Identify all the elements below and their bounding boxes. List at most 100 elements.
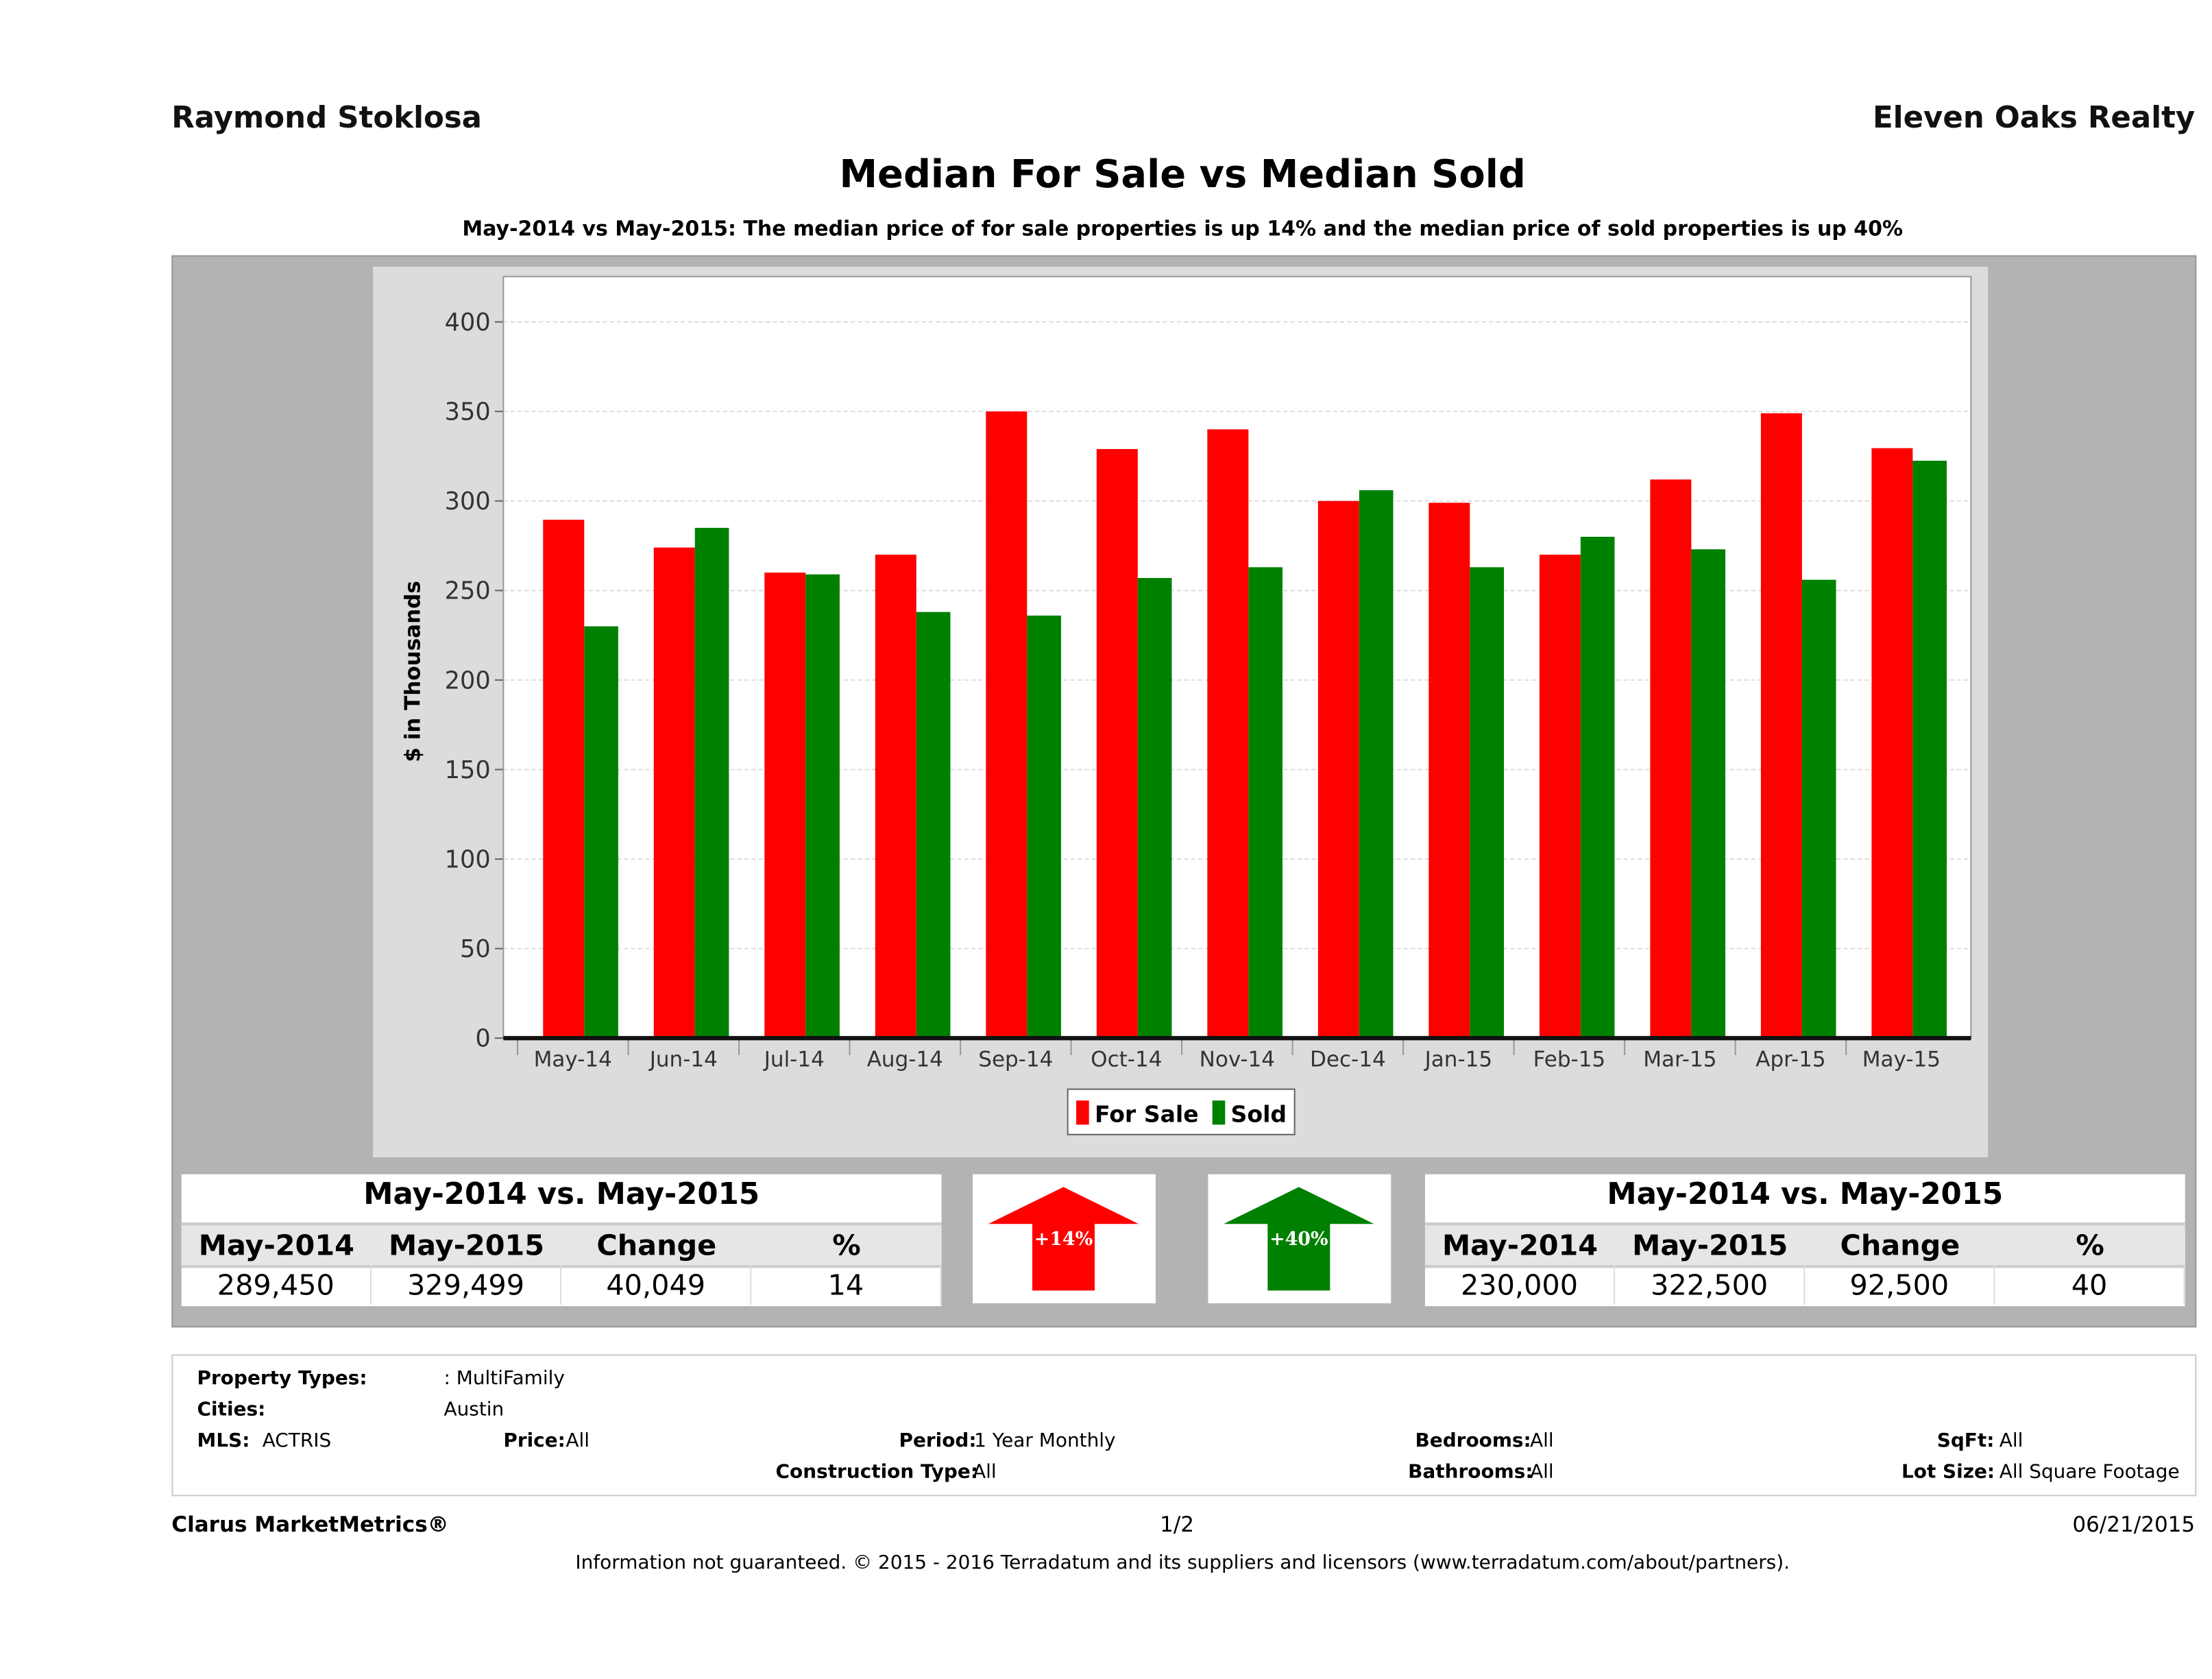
bar-sold bbox=[1248, 567, 1283, 1039]
bar-for-sale bbox=[1871, 448, 1913, 1039]
bedrooms-label: Bedrooms: bbox=[1415, 1429, 1531, 1453]
table-caption: May-2014 vs. May-2015 bbox=[363, 1176, 760, 1211]
lot-size-label: Lot Size: bbox=[1901, 1460, 1995, 1484]
x-tick-label: May-15 bbox=[1862, 1048, 1941, 1072]
bar-sold bbox=[584, 626, 618, 1039]
y-tick-label: 100 bbox=[445, 845, 491, 873]
bar-for-sale bbox=[875, 555, 916, 1039]
bar-for-sale bbox=[1317, 500, 1359, 1039]
period-value: 1 Year Monthly bbox=[974, 1429, 1116, 1453]
cities-label: Cities: bbox=[197, 1398, 266, 1421]
bar-sold bbox=[1470, 567, 1504, 1039]
bar-sold bbox=[694, 527, 729, 1039]
y-tick-label: 50 bbox=[460, 935, 491, 963]
table-cell: 329,499 bbox=[372, 1265, 562, 1305]
for-sale-change-box: +14% bbox=[973, 1174, 1156, 1304]
bar-for-sale bbox=[1096, 448, 1138, 1039]
x-tick-label: Jun-14 bbox=[648, 1048, 718, 1072]
bar-chart: 0 50 100 150 200 250 300 350 400 $ in Thousands Ma… bbox=[400, 276, 1972, 1135]
sqft-label: SqFt: bbox=[1936, 1429, 1995, 1453]
table-cell: 14 bbox=[751, 1265, 942, 1305]
bar-for-sale bbox=[986, 411, 1028, 1039]
x-tick-label: Aug-14 bbox=[867, 1048, 943, 1072]
table-header: Change bbox=[1840, 1228, 1960, 1263]
table-cell: 40,049 bbox=[561, 1265, 752, 1305]
y-tick-label: 150 bbox=[445, 756, 491, 784]
bedrooms-value: All bbox=[1530, 1429, 1554, 1453]
legend-swatch bbox=[1212, 1100, 1226, 1125]
bar-for-sale bbox=[1760, 413, 1802, 1039]
page-number: 1/2 bbox=[1160, 1512, 1195, 1538]
bar-for-sale bbox=[764, 572, 806, 1039]
y-tick-label: 200 bbox=[445, 666, 491, 694]
bar-sold bbox=[1691, 549, 1726, 1039]
x-tick-label: Nov-14 bbox=[1200, 1048, 1275, 1072]
bar-for-sale bbox=[543, 520, 585, 1039]
y-tick-label: 350 bbox=[445, 398, 491, 426]
x-tick-label: Oct-14 bbox=[1091, 1048, 1162, 1072]
report-date: 06/21/2015 bbox=[2072, 1512, 2196, 1538]
table-cell: 322,500 bbox=[1615, 1265, 1806, 1305]
y-tick-label: 400 bbox=[445, 309, 491, 337]
table-caption: May-2014 vs. May-2015 bbox=[1607, 1176, 2004, 1211]
brokerage-name: Eleven Oaks Realty bbox=[1873, 100, 2196, 135]
bar-sold bbox=[1580, 536, 1615, 1039]
chart-area: 0 50 100 150 200 250 300 350 400 $ in Thousands Ma… bbox=[373, 266, 1989, 1157]
y-tick-label: 250 bbox=[445, 577, 491, 605]
bar-sold bbox=[1137, 578, 1172, 1039]
table-header: May-2014 bbox=[1442, 1228, 1599, 1263]
x-tick-label: Mar-15 bbox=[1643, 1048, 1716, 1072]
bar-for-sale bbox=[1539, 555, 1581, 1039]
sold-change-box: +40% bbox=[1208, 1174, 1391, 1304]
arrow-up-icon: +40% bbox=[1224, 1187, 1374, 1291]
construction-value: All bbox=[973, 1460, 997, 1484]
x-tick-label: Sep-14 bbox=[978, 1048, 1053, 1072]
table-cell: 92,500 bbox=[1805, 1265, 1995, 1305]
legend bbox=[1067, 1088, 1296, 1135]
sold-table: May-2014 vs. May-2015 May-2014 May-2015 … bbox=[1424, 1174, 2185, 1307]
mls-label: MLS: bbox=[197, 1429, 250, 1453]
price-label: Price: bbox=[503, 1429, 566, 1453]
chart-subtitle: May-2014 vs May-2015: The median price o… bbox=[462, 218, 1904, 241]
legend-swatch bbox=[1076, 1100, 1089, 1125]
x-tick-label: Jul-14 bbox=[763, 1048, 825, 1072]
y-axis-label: $ in Thousands bbox=[400, 581, 425, 762]
y-tick-label: 0 bbox=[475, 1025, 490, 1053]
x-tick-label: Feb-15 bbox=[1533, 1048, 1606, 1072]
x-tick-label: May-14 bbox=[534, 1048, 612, 1072]
bar-sold bbox=[916, 612, 951, 1039]
table-header: Change bbox=[596, 1228, 717, 1263]
x-tick-label: Dec-14 bbox=[1310, 1048, 1386, 1072]
arrow-up-icon: +14% bbox=[988, 1187, 1139, 1291]
sold-change-label: +40% bbox=[1269, 1229, 1328, 1250]
property-types-label: Property Types: bbox=[197, 1367, 367, 1390]
table-header: May-2014 bbox=[198, 1228, 354, 1263]
bathrooms-value: All bbox=[1530, 1460, 1554, 1484]
filter-info: Property Types: : MultiFamily Cities: Au… bbox=[171, 1354, 2197, 1497]
brand: Clarus MarketMetrics® bbox=[171, 1512, 449, 1538]
cities-value: Austin bbox=[443, 1398, 505, 1421]
period-label: Period: bbox=[899, 1429, 977, 1453]
bathrooms-label: Bathrooms: bbox=[1408, 1460, 1533, 1484]
for-sale-change-label: +14% bbox=[1034, 1229, 1093, 1250]
bar-for-sale bbox=[1650, 479, 1692, 1039]
table-header: May-2015 bbox=[388, 1228, 545, 1263]
bar-for-sale bbox=[653, 547, 695, 1039]
table-cell: 230,000 bbox=[1425, 1265, 1616, 1305]
table-cell: 40 bbox=[1995, 1265, 2185, 1305]
bar-sold bbox=[1912, 460, 1947, 1039]
mls-value: ACTRIS bbox=[262, 1429, 332, 1453]
table-cell: 289,450 bbox=[182, 1265, 372, 1305]
bar-sold bbox=[1027, 615, 1061, 1039]
for-sale-table: May-2014 vs. May-2015 May-2014 May-2015 … bbox=[181, 1174, 942, 1307]
legend-label: For Sale bbox=[1095, 1100, 1199, 1127]
disclaimer: Information not guaranteed. © 2015 - 201… bbox=[575, 1551, 1790, 1575]
table-header: May-2015 bbox=[1632, 1228, 1788, 1263]
bar-for-sale bbox=[1429, 503, 1470, 1039]
bar-sold bbox=[1359, 490, 1394, 1039]
bar-sold bbox=[1801, 579, 1836, 1039]
price-value: All bbox=[566, 1429, 590, 1453]
chart-title: Median For Sale vs Median Sold bbox=[839, 153, 1526, 197]
agent-name: Raymond Stoklosa bbox=[171, 100, 483, 135]
lot-size-value: All Square Footage bbox=[1999, 1460, 2180, 1484]
